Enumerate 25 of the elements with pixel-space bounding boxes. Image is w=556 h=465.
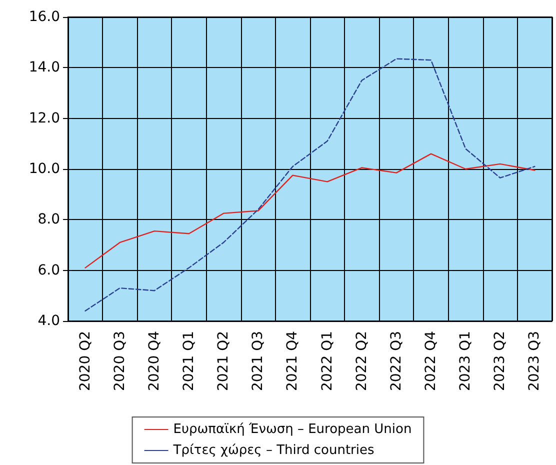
x-tick-label: 2022 Q2 — [354, 331, 370, 392]
y-tick-label: 12.0 — [28, 110, 60, 126]
x-tick-label: 2022 Q1 — [319, 331, 336, 392]
x-tick-label: 2020 Q2 — [77, 331, 94, 392]
x-tick-label: 2022 Q3 — [388, 331, 404, 392]
x-tick-label: 2023 Q1 — [458, 331, 474, 392]
y-tick-label: 8.0 — [38, 212, 60, 228]
legend-label: Τρίτες χώρες – Third countries — [172, 443, 374, 458]
legend-label: Ευρωπαϊκή Ένωση – European Union — [173, 422, 412, 437]
line-series — [84, 58, 536, 312]
line-series — [84, 153, 536, 268]
y-tick-label: 4.0 — [38, 313, 60, 329]
x-tick-label: 2021 Q4 — [284, 330, 301, 392]
y-tick-label: 14.0 — [28, 60, 60, 76]
x-tick-label: 2020 Q3 — [112, 331, 128, 392]
x-tick-label: 2023 Q2 — [492, 331, 508, 392]
x-tick-label: 2020 Q4 — [146, 330, 162, 392]
y-tick-label: 10.0 — [28, 161, 60, 177]
y-tick-label: 16.0 — [28, 9, 60, 25]
x-tick-label: 2021 Q2 — [216, 331, 232, 392]
x-tick-label: 2021 Q1 — [181, 331, 197, 392]
x-tick-label: 2022 Q4 — [423, 330, 439, 392]
x-tick-label: 2021 Q3 — [250, 331, 266, 392]
x-tick-label: 2023 Q3 — [526, 331, 543, 392]
y-tick-label: 6.0 — [38, 262, 60, 278]
